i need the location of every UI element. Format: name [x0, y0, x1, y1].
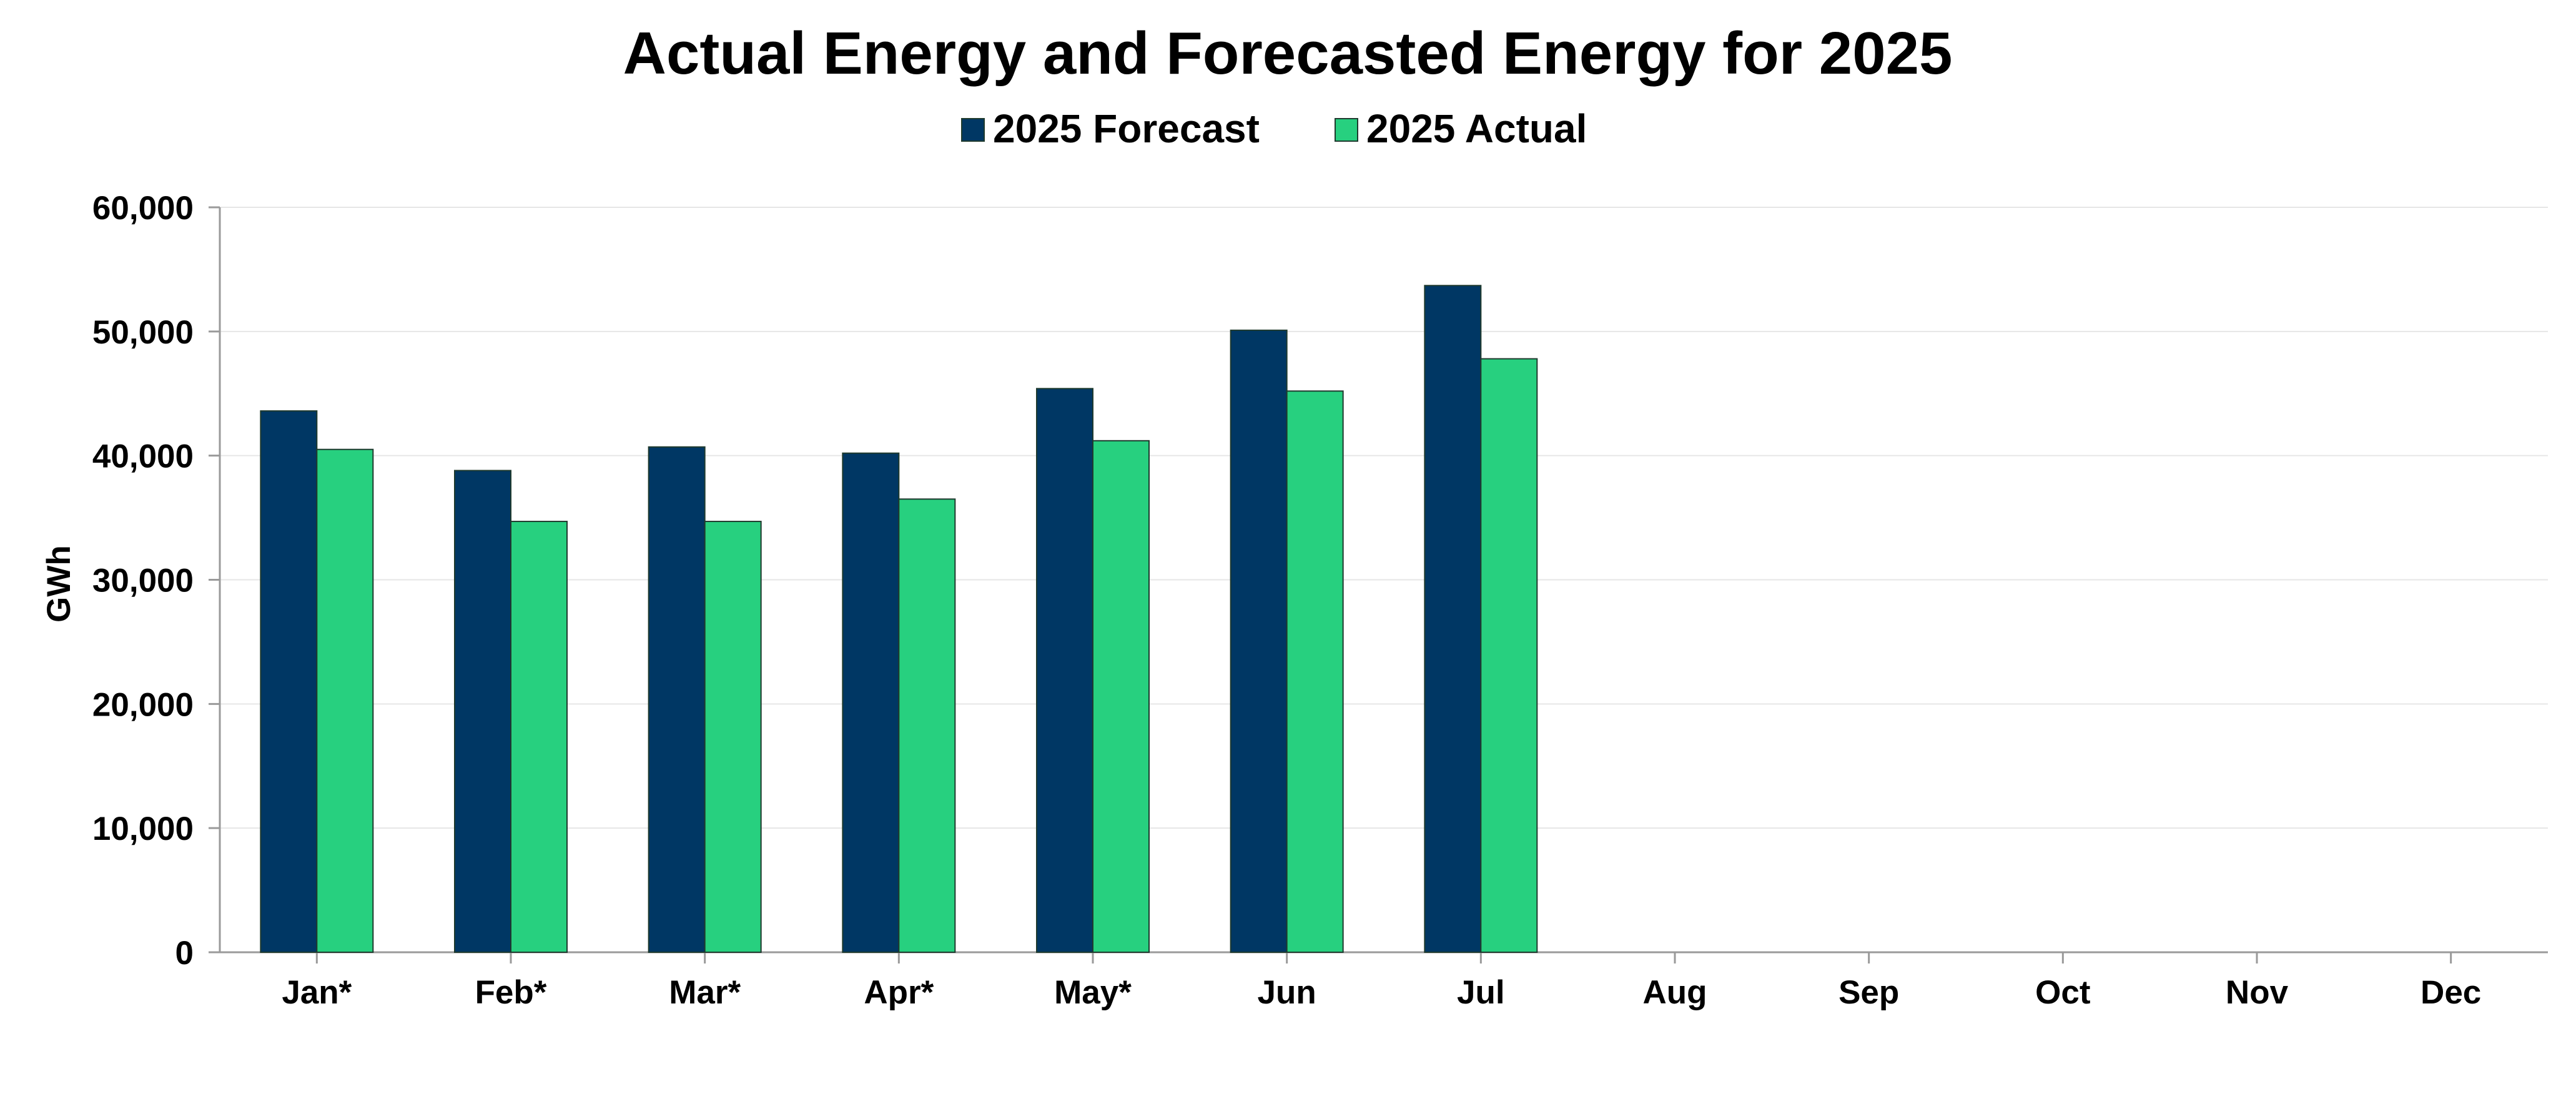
bar-actual — [1286, 390, 1344, 953]
bar-forecast — [1036, 388, 1093, 953]
x-tick-label: Feb* — [475, 974, 547, 1011]
y-tick-label: 30,000 — [92, 563, 194, 599]
x-tick-label: Jul — [1457, 974, 1505, 1011]
bars — [260, 285, 1538, 953]
x-tick-label: Dec — [2421, 974, 2481, 1011]
y-tick-label: 40,000 — [92, 438, 194, 475]
legend-label: 2025 Forecast — [993, 106, 1260, 151]
bar-forecast — [842, 452, 900, 953]
legend-swatch — [1335, 118, 1358, 142]
bar-forecast — [1424, 285, 1482, 953]
gridlines — [220, 207, 2548, 829]
legend-label: 2025 Actual — [1366, 106, 1587, 151]
y-axis-title: GWh — [41, 545, 77, 623]
y-tick-label: 10,000 — [92, 811, 194, 847]
bar-actual — [704, 521, 762, 953]
legend: 2025 Forecast 2025 Actual — [961, 106, 1587, 151]
y-axis: 0 10,000 20,000 30,000 40,000 50,000 60,000 — [92, 190, 221, 972]
bar-actual — [1092, 440, 1150, 953]
x-tick-label: Nov — [2226, 974, 2289, 1011]
x-tick-label: Jun — [1258, 974, 1316, 1011]
x-tick-label: Oct — [2035, 974, 2090, 1011]
x-axis: Jan* Feb* Mar* Apr* May* Jun Jul Aug Sep Oct Nov De… — [220, 951, 2548, 1011]
bar-forecast — [1230, 329, 1288, 953]
bar-actual — [510, 521, 568, 953]
y-tick-label: 60,000 — [92, 190, 194, 227]
bar-actual — [316, 448, 374, 953]
y-tick-label: 20,000 — [92, 686, 194, 723]
x-tick-label: Mar* — [669, 974, 741, 1011]
chart-title: Actual Energy and Forecasted Energy for … — [623, 20, 1953, 87]
x-tick-label: Sep — [1838, 974, 1899, 1011]
legend-swatch — [961, 118, 985, 142]
bar-forecast — [260, 410, 318, 953]
x-tick-label: Apr* — [864, 974, 934, 1011]
bar-actual — [1480, 358, 1538, 953]
bar-forecast — [648, 446, 706, 953]
bar-actual — [898, 498, 956, 953]
x-tick-label: Jan* — [282, 974, 352, 1011]
x-tick-label: Aug — [1642, 974, 1707, 1011]
bar-forecast — [454, 470, 511, 953]
x-tick-label: May* — [1054, 974, 1132, 1011]
y-tick-label: 50,000 — [92, 314, 194, 351]
y-tick-label: 0 — [175, 935, 194, 972]
